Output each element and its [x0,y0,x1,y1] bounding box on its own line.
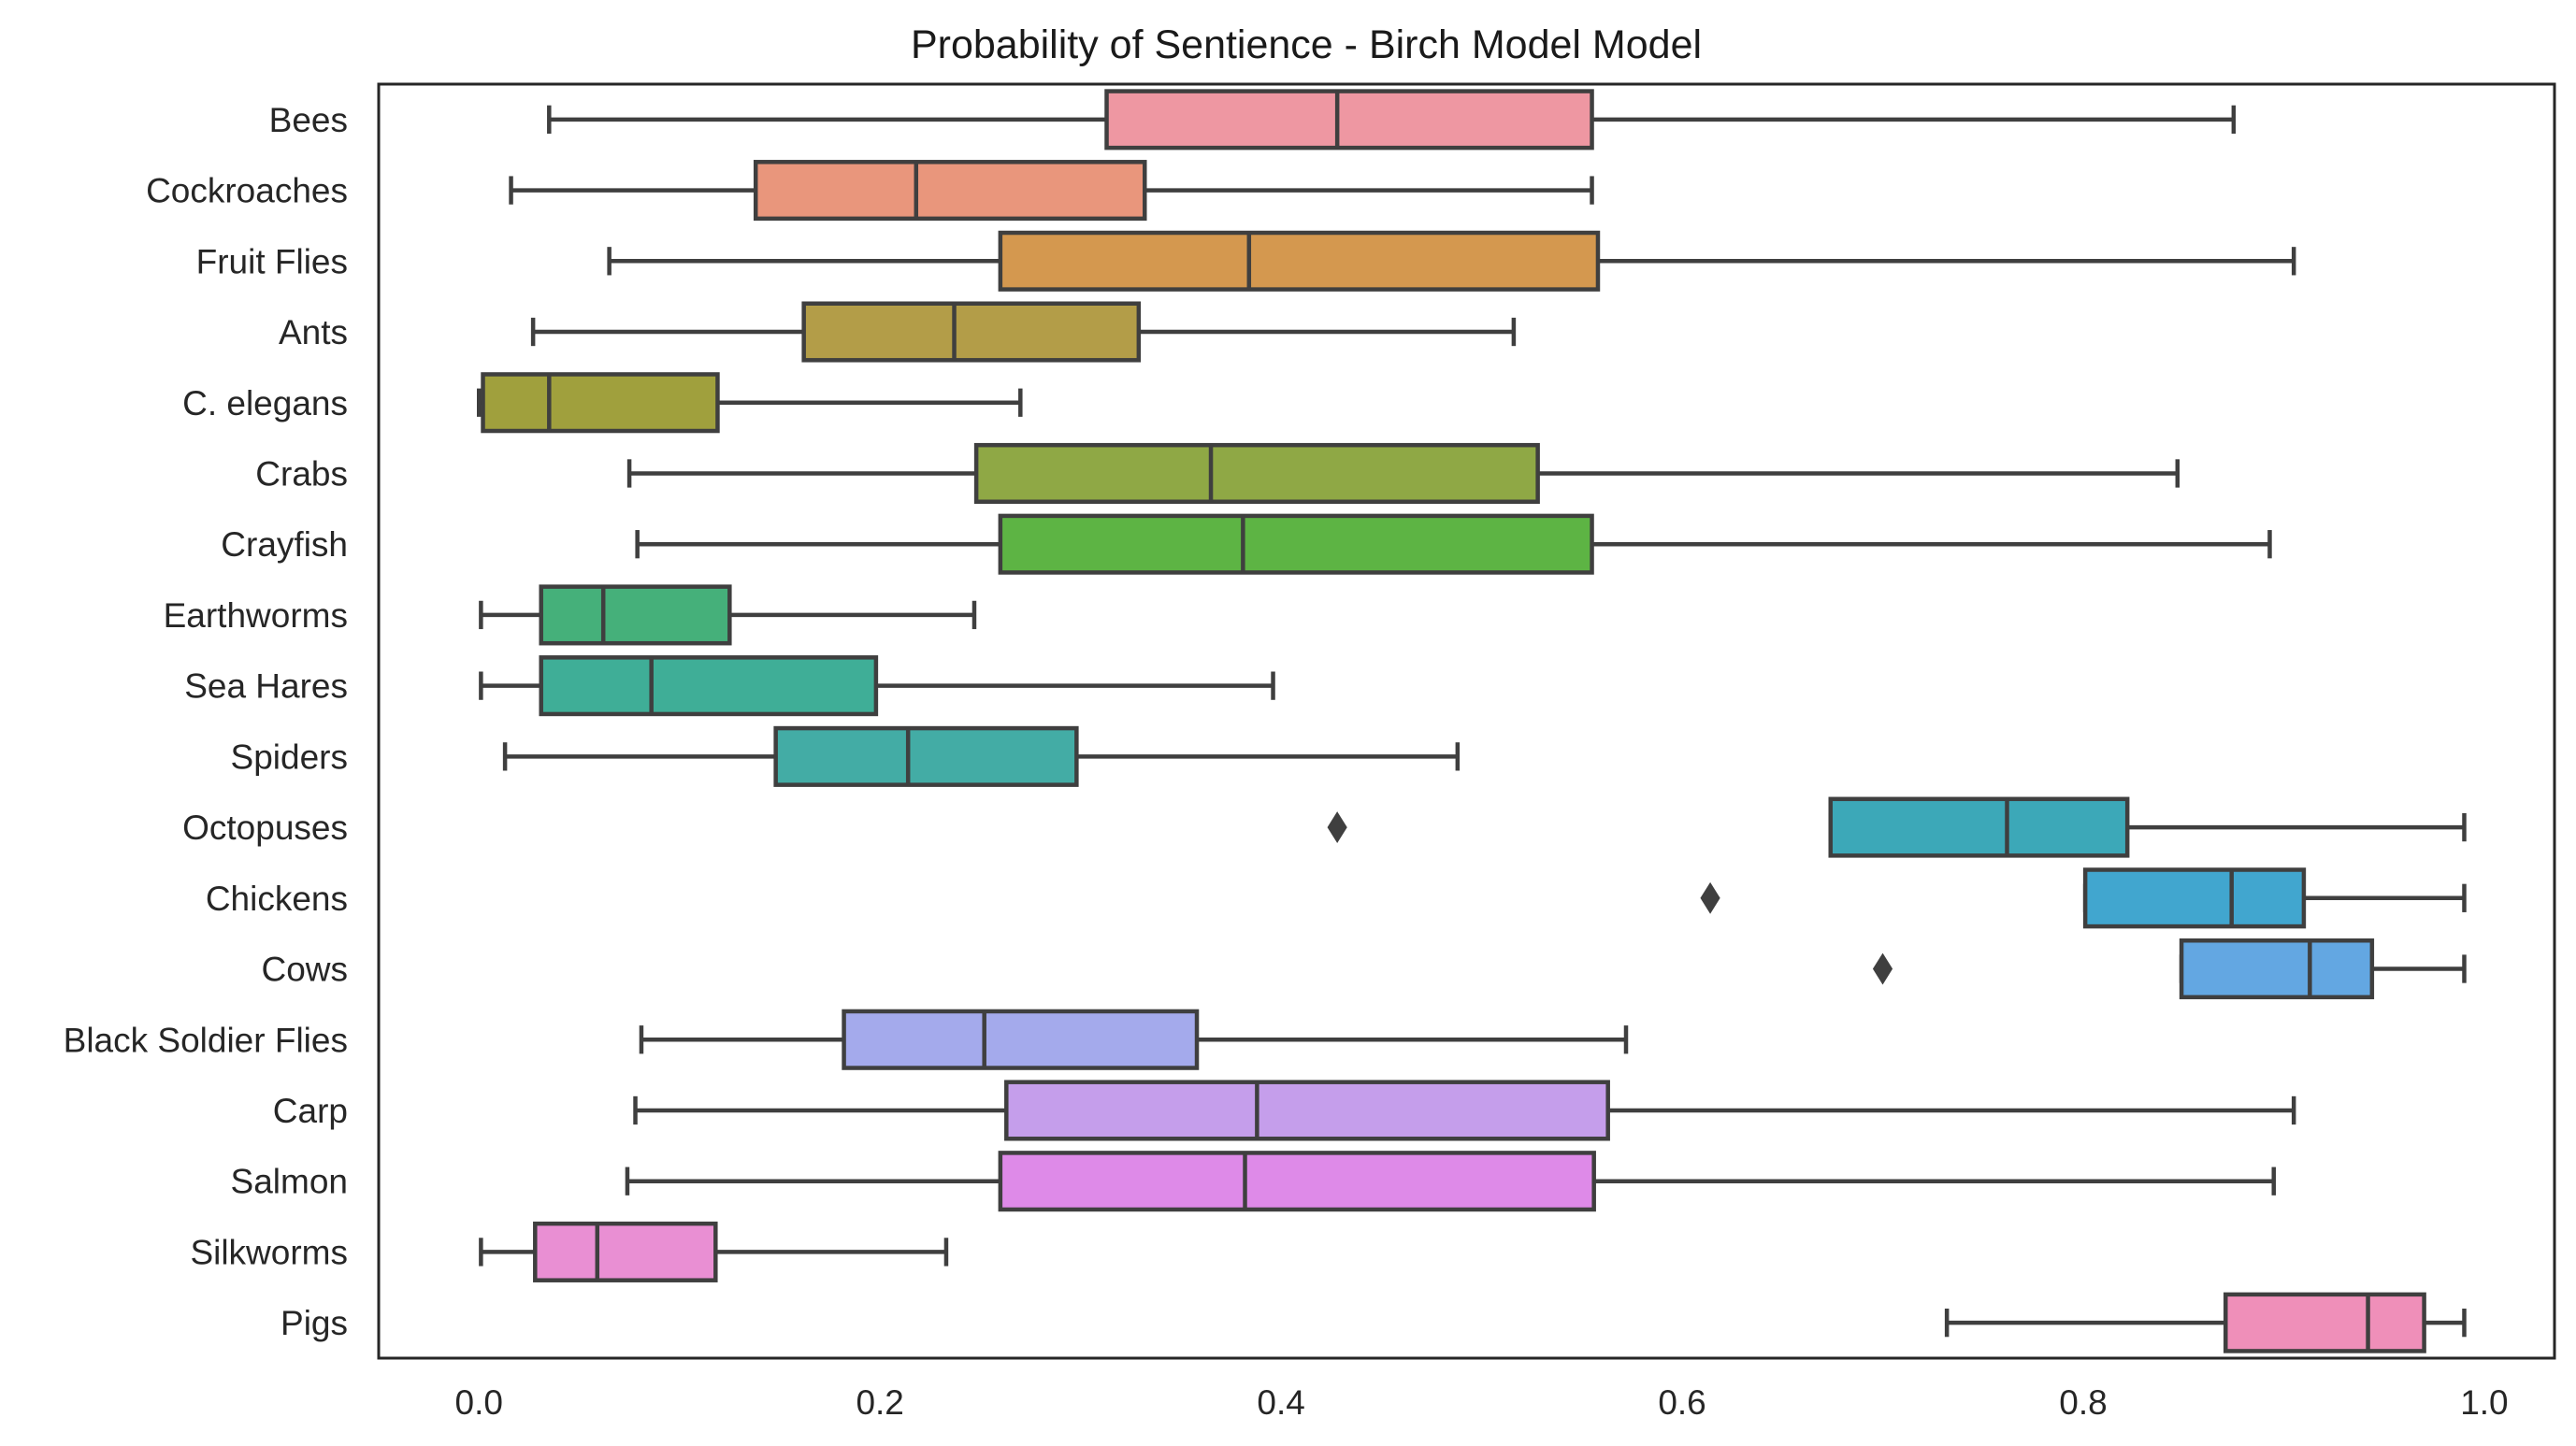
iqr-box-cockroaches [756,162,1144,219]
category-label-chickens: Chickens [206,880,348,918]
category-label-spiders: Spiders [231,737,348,776]
x-tick-label: 1.0 [2460,1383,2508,1422]
x-tick-label: 0.2 [856,1383,903,1422]
iqr-box-pigs [2225,1295,2424,1352]
iqr-box-fruit-flies [1000,233,1598,290]
iqr-box-bees [1107,92,1592,149]
box-chickens [1701,870,2464,927]
category-label-carp: Carp [273,1092,348,1130]
iqr-box-black-soldier-flies [844,1011,1197,1068]
iqr-box-octopuses [1831,799,2127,856]
x-tick-label: 0.4 [1257,1383,1304,1422]
category-label-earthworms: Earthworms [164,596,348,635]
category-labels: Bees Cockroaches Fruit Flies Ants C. elegans… [64,101,348,1342]
iqr-box-crayfish [1000,516,1592,573]
boxes-layer [479,92,2464,1352]
outlier-cows-0 [1874,954,1892,984]
box-silkworms [481,1224,946,1281]
box-c-elegans [479,374,1020,431]
category-label-c-elegans: C. elegans [182,384,348,422]
category-label-cockroaches: Cockroaches [146,172,348,210]
x-axis: 0.0 0.2 0.4 0.6 0.8 1.0 [455,1383,2509,1422]
iqr-box-ants [804,304,1139,361]
iqr-box-chickens [2085,870,2304,927]
box-sea-hares [481,657,1273,714]
x-tick-label: 0.8 [2059,1383,2107,1422]
box-salmon [627,1153,2274,1210]
category-label-black-soldier-flies: Black Soldier Flies [64,1021,348,1059]
box-ants [533,304,1514,361]
box-spiders [505,728,1458,785]
x-tick-label: 0.6 [1658,1383,1705,1422]
box-pigs [1947,1295,2464,1352]
box-octopuses [1328,799,2464,856]
iqr-box-salmon [1000,1153,1594,1210]
iqr-box-sea-hares [541,657,876,714]
category-label-ants: Ants [279,313,348,351]
box-fruit-flies [610,233,2295,290]
outlier-chickens-0 [1701,883,1720,913]
category-label-pigs: Pigs [281,1304,348,1342]
box-cows [1874,940,2465,997]
category-label-crabs: Crabs [255,454,348,493]
iqr-box-silkworms [535,1224,715,1281]
iqr-box-c-elegans [483,374,718,431]
category-label-crayfish: Crayfish [221,525,348,564]
box-black-soldier-flies [641,1011,1626,1068]
category-label-octopuses: Octopuses [182,809,348,847]
outlier-octopuses-0 [1328,812,1346,842]
iqr-box-spiders [776,728,1077,785]
box-earthworms [481,587,974,644]
category-label-salmon: Salmon [231,1163,348,1201]
iqr-box-earthworms [541,587,730,644]
box-crabs [629,445,2178,502]
iqr-box-cows [2181,940,2372,997]
chart-title: Probability of Sentience - Birch Model M… [911,22,1702,67]
category-label-cows: Cows [261,951,348,989]
category-label-sea-hares: Sea Hares [184,667,348,706]
x-tick-label: 0.0 [455,1383,503,1422]
category-label-bees: Bees [269,101,348,139]
iqr-box-carp [1006,1082,1607,1139]
box-carp [636,1082,2295,1139]
category-label-fruit-flies: Fruit Flies [196,242,348,280]
box-cockroaches [511,162,1592,219]
box-bees [549,92,2234,149]
box-crayfish [638,516,2270,573]
iqr-box-crabs [976,445,1538,502]
category-label-silkworms: Silkworms [190,1233,348,1271]
